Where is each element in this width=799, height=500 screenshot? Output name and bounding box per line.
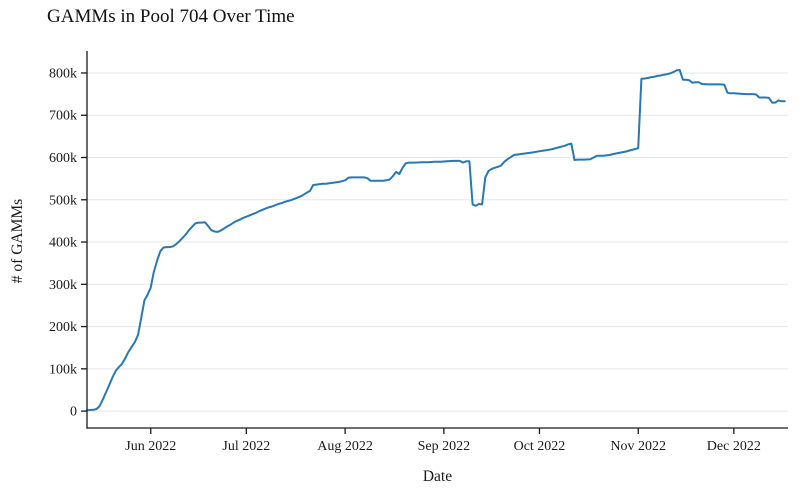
tick-marks: [81, 72, 735, 434]
y-tick-label-300k: 300k: [49, 278, 77, 293]
tick-labels: 0 100k 200k 300k 400k 500k 600k 700k 800k Jun 202…: [49, 66, 761, 454]
series-GAMMs in Pool 704: [86, 69, 786, 412]
x-tick-label-Jul 2022: Jul 2022: [222, 439, 270, 454]
chart-title: GAMMs in Pool 704 Over Time: [47, 6, 295, 27]
x-tick-label-Aug 2022: Aug 2022: [317, 439, 373, 454]
y-tick-label-0: 0: [70, 405, 77, 420]
gridlines: [87, 72, 788, 412]
y-tick-label-200k: 200k: [49, 320, 77, 335]
x-tick-label-Nov 2022: Nov 2022: [610, 439, 666, 454]
y-tick-label-100k: 100k: [49, 362, 77, 377]
x-tick-label-Oct 2022: Oct 2022: [514, 439, 566, 454]
y-tick-label-600k: 600k: [49, 151, 77, 166]
y-tick-label-400k: 400k: [49, 236, 77, 251]
axes: [86, 51, 788, 429]
data-line: [86, 69, 786, 412]
x-axis-title: Date: [422, 468, 453, 485]
x-tick-label-Dec 2022: Dec 2022: [707, 439, 761, 454]
y-tick-label-700k: 700k: [49, 109, 77, 124]
x-tick-label-Sep 2022: Sep 2022: [418, 439, 471, 454]
y-tick-label-800k: 800k: [49, 66, 77, 81]
x-tick-label-Jun 2022: Jun 2022: [125, 439, 176, 454]
y-tick-label-500k: 500k: [49, 193, 77, 208]
